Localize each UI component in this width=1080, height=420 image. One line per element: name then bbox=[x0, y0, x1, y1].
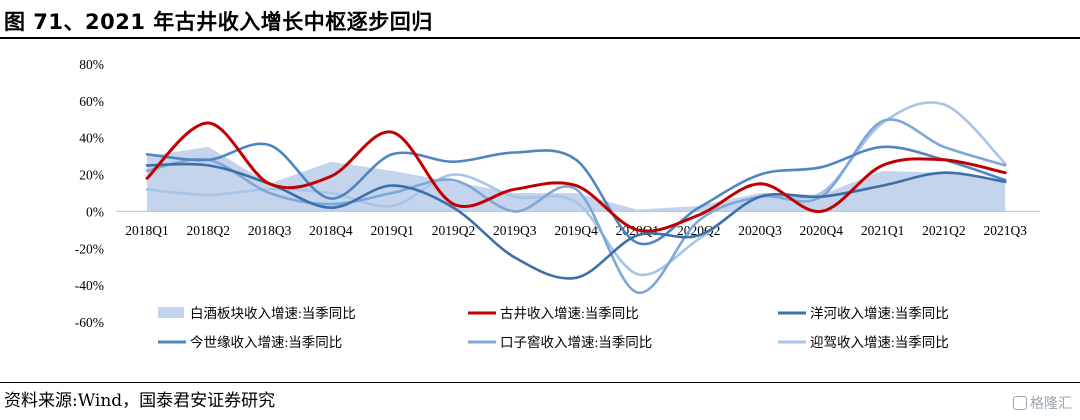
x-tick-label: 2020Q4 bbox=[800, 223, 844, 238]
y-axis-labels: 80% 60% 40% 20% 0% -20% -40% -60% bbox=[75, 57, 104, 330]
series-line bbox=[145, 121, 1007, 233]
legend-item: 迎驾收入增速:当季同比 bbox=[778, 335, 949, 350]
legend-label: 今世缘收入增速:当季同比 bbox=[190, 335, 342, 350]
legend-swatch bbox=[158, 307, 184, 318]
series-line bbox=[145, 101, 1007, 277]
watermark-logo-icon bbox=[1013, 396, 1027, 410]
y-tick-label: 60% bbox=[79, 94, 104, 109]
watermark: 格隆汇 bbox=[1013, 393, 1072, 413]
x-tick-label: 2019Q2 bbox=[432, 223, 476, 238]
x-tick-label: 2021Q2 bbox=[922, 223, 966, 238]
legend-label: 迎驾收入增速:当季同比 bbox=[810, 335, 949, 350]
title-divider bbox=[0, 37, 1080, 39]
x-tick-label: 2021Q3 bbox=[983, 223, 1027, 238]
x-tick-label: 2019Q1 bbox=[370, 223, 414, 238]
series-line bbox=[145, 142, 1007, 246]
x-tick-label: 2019Q3 bbox=[493, 223, 537, 238]
x-tick-label: 2018Q3 bbox=[248, 223, 292, 238]
watermark-text: 格隆汇 bbox=[1030, 396, 1072, 412]
x-axis-labels: 2018Q1 2018Q2 2018Q3 2018Q4 2019Q1 2019Q2 2019… bbox=[125, 223, 1027, 238]
legend-label: 口子窖收入增速:当季同比 bbox=[500, 334, 652, 350]
series-lines bbox=[145, 101, 1007, 294]
legend-label: 古井收入增速:当季同比 bbox=[500, 306, 639, 321]
legend-item: 口子窖收入增速:当季同比 bbox=[468, 334, 652, 350]
source-note: 资料来源:Wind，国泰君安证券研究 bbox=[4, 391, 276, 411]
footer-divider bbox=[0, 382, 1080, 383]
growth-line-chart: 80%60%40%20%0%-20%-40%-60% 2018Q1 2018Q2 2… bbox=[75, 57, 1040, 350]
legend-item: 白酒板块收入增速:当季同比 bbox=[158, 306, 356, 321]
y-tick-label: -60% bbox=[75, 315, 104, 330]
y-tick-label: -20% bbox=[75, 241, 104, 256]
figure-title: 图 71、2021 年古井收入增长中枢逐步回归 bbox=[4, 10, 433, 34]
x-tick-label: 2019Q4 bbox=[554, 223, 598, 238]
legend-item: 洋河收入增速:当季同比 bbox=[778, 306, 949, 321]
y-tick-label: 80% bbox=[79, 57, 104, 72]
x-tick-label: 2018Q1 bbox=[125, 223, 169, 238]
legend-item: 古井收入增速:当季同比 bbox=[468, 306, 639, 321]
legend-item: 今世缘收入增速:当季同比 bbox=[158, 335, 342, 350]
x-tick-label: 2021Q1 bbox=[861, 223, 905, 238]
x-tick-label: 2018Q4 bbox=[309, 223, 353, 238]
x-tick-label: 2020Q3 bbox=[738, 223, 782, 238]
legend-label: 白酒板块收入增速:当季同比 bbox=[190, 306, 356, 321]
series-line bbox=[145, 118, 1007, 294]
legend-label: 洋河收入增速:当季同比 bbox=[810, 306, 949, 321]
chart-legend: 白酒板块收入增速:当季同比 古井收入增速:当季同比 洋河收入增速:当季同比今世缘收入… bbox=[158, 306, 949, 350]
y-tick-label: -40% bbox=[75, 278, 104, 293]
y-tick-label: 40% bbox=[79, 131, 104, 146]
x-tick-label: 2018Q2 bbox=[187, 223, 231, 238]
y-tick-label: 20% bbox=[79, 168, 104, 183]
y-tick-label: 0% bbox=[86, 204, 104, 219]
